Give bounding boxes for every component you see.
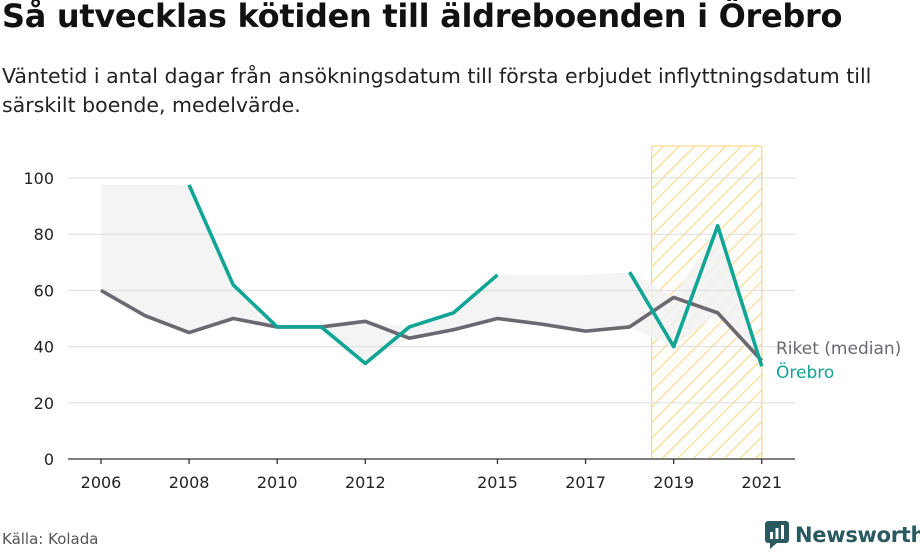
chart-subtitle: Väntetid i antal dagar från ansökningsda… — [2, 64, 872, 117]
x-tick-label: 2012 — [345, 473, 386, 492]
x-tick-label: 2006 — [81, 473, 122, 492]
chart-title: Så utvecklas kötiden till äldreboenden i… — [2, 0, 843, 35]
y-tick-label: 0 — [44, 450, 54, 469]
y-tick-label: 20 — [34, 394, 54, 413]
orebro-series-label: Örebro — [776, 361, 834, 383]
y-tick-label: 100 — [23, 169, 54, 188]
brand-logo: Newsworthy — [764, 518, 920, 552]
x-tick-label: 2017 — [565, 473, 606, 492]
y-tick-label: 80 — [34, 225, 54, 244]
orebro-series-line — [187, 184, 499, 366]
difference-band — [101, 185, 762, 367]
orebro-series-line — [628, 223, 764, 367]
x-tick-label: 2021 — [741, 473, 782, 492]
x-tick-label: 2015 — [477, 473, 518, 492]
chart-bubble-icon — [765, 521, 789, 549]
y-tick-label: 40 — [34, 338, 54, 357]
riket-series-label: Riket (median) — [776, 339, 901, 359]
source-note: Källa: Kolada — [2, 530, 99, 548]
brand-name: Newsworthy — [795, 523, 920, 547]
x-tick-label: 2010 — [257, 473, 298, 492]
y-tick-label: 60 — [34, 281, 54, 300]
x-tick-label: 2019 — [653, 473, 694, 492]
x-tick-label: 2008 — [169, 473, 210, 492]
